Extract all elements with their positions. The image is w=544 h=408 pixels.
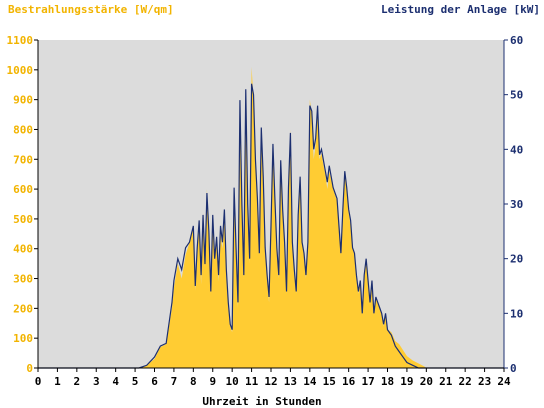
irradiance-area-layer [38,66,504,368]
title-right: Leistung der Anlage [kW] [381,3,540,16]
series-power-line [38,83,504,369]
x-tick-label: 1 [54,375,61,388]
power-line-layer [38,83,504,369]
x-tick-label: 22 [459,375,472,388]
x-tick-label: 6 [151,375,158,388]
x-tick-label: 8 [190,375,197,388]
y-left-tick-label: 900 [13,94,33,107]
y-left-tick-label: 700 [13,153,33,166]
x-tick-label: 14 [303,375,317,388]
y-left-tick-label: 600 [13,183,33,196]
x-tick-label: 0 [35,375,42,388]
y-right-tick-label: 0 [510,362,517,375]
x-tick-label: 13 [284,375,297,388]
y-left-tick-label: 800 [13,123,33,136]
y-right-tick-label: 20 [510,253,523,266]
y-left-tick-label: 0 [26,362,33,375]
x-tick-label: 17 [361,375,374,388]
x-tick-label: 23 [478,375,491,388]
y-right-tick-label: 30 [510,198,523,211]
y-left-tick-label: 1100 [7,34,34,47]
series-irradiance-area [38,66,504,368]
x-tick-label: 21 [439,375,453,388]
x-tick-label: 7 [171,375,178,388]
x-tick-label: 20 [420,375,433,388]
y-left-tick-label: 100 [13,332,33,345]
x-axis-title: Uhrzeit in Stunden [202,395,321,408]
x-tick-label: 15 [323,375,336,388]
x-tick-label: 3 [93,375,100,388]
x-tick-label: 5 [132,375,139,388]
y-left-tick-label: 200 [13,302,33,315]
y-right-tick-label: 50 [510,89,523,102]
ticks-layer: 0100200300400500600700800900100011000102… [7,34,524,388]
x-tick-label: 2 [74,375,81,388]
title-left: Bestrahlungsstärke [W/qm] [8,3,174,16]
x-tick-label: 9 [209,375,216,388]
x-tick-label: 16 [342,375,356,388]
y-left-tick-label: 400 [13,243,33,256]
y-right-tick-label: 10 [510,307,523,320]
y-left-tick-label: 300 [13,273,33,286]
x-tick-label: 4 [112,375,119,388]
y-left-tick-label: 1000 [7,64,34,77]
x-tick-label: 11 [245,375,259,388]
x-tick-label: 24 [497,375,511,388]
y-left-tick-label: 500 [13,213,33,226]
y-right-tick-label: 60 [510,34,523,47]
x-tick-label: 18 [381,375,394,388]
x-tick-label: 10 [226,375,239,388]
x-tick-label: 12 [264,375,277,388]
y-right-tick-label: 40 [510,143,523,156]
x-tick-label: 19 [400,375,413,388]
